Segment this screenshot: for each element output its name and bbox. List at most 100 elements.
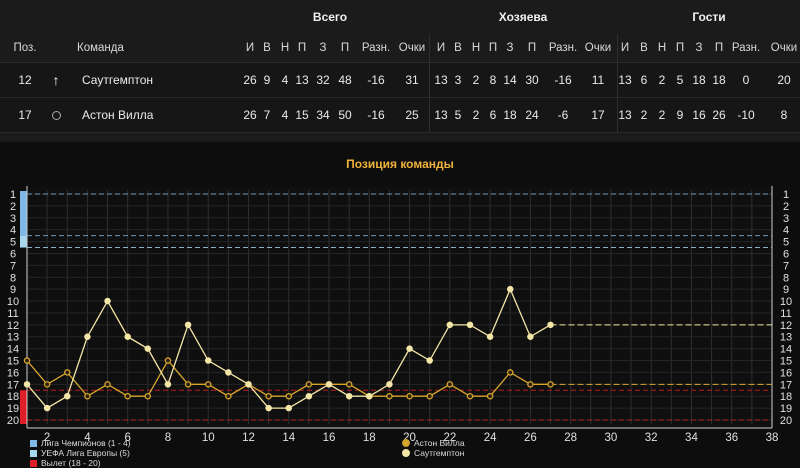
table-header: Поз. Команда И В Н П З П Разн. Очки И В Н П З П Разн. О… bbox=[0, 34, 800, 62]
stat-cell: -6 bbox=[557, 108, 569, 122]
x-tick-label: 6 bbox=[124, 432, 130, 444]
col-away-7[interactable]: Очки bbox=[770, 42, 798, 54]
group-header-home: Хозяева bbox=[498, 10, 548, 24]
data-point bbox=[204, 357, 212, 364]
legend-label: Астон Вилла bbox=[414, 438, 465, 448]
table-row[interactable]: 17 Астон Вилла 26 7 4 15 34 50 -16 25 13 5 2 6 18 24-… bbox=[0, 97, 800, 133]
data-point bbox=[225, 369, 232, 376]
col-home-0[interactable]: И bbox=[436, 42, 446, 54]
legend-marker bbox=[402, 439, 410, 447]
stat-cell: 2 bbox=[472, 108, 480, 122]
stat-cell: 48 bbox=[338, 73, 352, 87]
stat-cell: 34 bbox=[316, 108, 330, 122]
col-away-3[interactable]: П bbox=[675, 42, 685, 54]
x-tick-label: 18 bbox=[363, 432, 376, 444]
stat-cell: 13 bbox=[434, 108, 448, 122]
col-home-6[interactable]: Разн. bbox=[548, 42, 578, 54]
stat-cell: 14 bbox=[503, 73, 517, 87]
stat-cell: -16 bbox=[367, 73, 385, 87]
data-point bbox=[386, 392, 393, 400]
data-point bbox=[426, 357, 433, 364]
data-point bbox=[64, 392, 71, 400]
legend-series-1[interactable]: Астон Вилла bbox=[402, 438, 465, 448]
col-total-6[interactable]: Разн. bbox=[361, 42, 391, 54]
data-point bbox=[124, 333, 131, 340]
y-tick-label: 3 bbox=[783, 213, 789, 225]
x-tick-label: 22 bbox=[443, 432, 456, 444]
col-team[interactable]: Команда bbox=[77, 42, 124, 54]
data-point bbox=[144, 392, 152, 400]
team-name[interactable]: Астон Вилла bbox=[82, 108, 154, 122]
col-home-1[interactable]: В bbox=[454, 42, 462, 54]
col-total-7[interactable]: Очки bbox=[398, 42, 426, 54]
y-tick-label: 18 bbox=[7, 391, 19, 403]
zone-bar-champions-league bbox=[20, 191, 27, 236]
y-tick-label: 2 bbox=[10, 201, 16, 213]
stat-cell: 17 bbox=[591, 108, 605, 122]
circle-icon bbox=[48, 98, 64, 132]
stat-cell: -10 bbox=[737, 108, 755, 122]
col-away-1[interactable]: В bbox=[640, 42, 648, 54]
stat-cell: 13 bbox=[618, 108, 632, 122]
zone-bar-europa-league bbox=[20, 235, 27, 248]
divider bbox=[429, 34, 430, 132]
stat-cell: 15 bbox=[295, 108, 309, 122]
table-row[interactable]: 12 ↑ Саутгемптон 26 9 4 13 32 48 -16 31 13 3 2 8 14 3… bbox=[0, 62, 800, 97]
col-total-5[interactable]: П bbox=[340, 42, 350, 54]
col-total-2[interactable]: Н bbox=[280, 42, 290, 54]
group-header-away: Гости bbox=[692, 10, 726, 24]
col-away-0[interactable]: И bbox=[620, 42, 630, 54]
col-total-0[interactable]: И bbox=[245, 42, 255, 54]
y-tick-label: 17 bbox=[7, 379, 19, 391]
y-tick-label: 3 bbox=[10, 213, 16, 225]
data-point bbox=[285, 404, 293, 412]
stat-cell: 24 bbox=[525, 108, 539, 122]
data-point bbox=[406, 392, 413, 400]
data-point bbox=[305, 392, 313, 400]
data-point bbox=[23, 357, 31, 364]
col-home-5[interactable]: П bbox=[527, 42, 537, 54]
legend-cl: Лига Чемпионов (1 - 4) bbox=[30, 438, 131, 448]
x-tick-label: 12 bbox=[242, 432, 255, 444]
stat-cell: 8 bbox=[489, 73, 497, 87]
y-tick-label: 19 bbox=[780, 403, 792, 415]
col-total-3[interactable]: П bbox=[297, 42, 307, 54]
col-away-6[interactable]: Разн. bbox=[731, 42, 761, 54]
stat-cell: 3 bbox=[454, 73, 462, 87]
stat-cell: 13 bbox=[295, 73, 309, 87]
data-point bbox=[506, 369, 514, 376]
col-home-7[interactable]: Очки bbox=[584, 42, 612, 54]
col-away-2[interactable]: Н bbox=[657, 42, 667, 54]
data-point bbox=[446, 381, 454, 388]
col-pos[interactable]: Поз. bbox=[13, 42, 37, 54]
legend-el: УЕФА Лига Европы (5) bbox=[30, 448, 130, 458]
group-header-total: Всего bbox=[312, 10, 348, 24]
data-point bbox=[547, 381, 554, 388]
data-point bbox=[506, 285, 514, 293]
y-tick-label: 17 bbox=[780, 379, 792, 391]
stat-cell: 50 bbox=[338, 108, 352, 122]
col-away-4[interactable]: З bbox=[695, 42, 703, 54]
divider bbox=[0, 142, 800, 150]
col-total-1[interactable]: В bbox=[263, 42, 271, 54]
col-home-3[interactable]: П bbox=[488, 42, 498, 54]
legend-series-2[interactable]: Саутгемптон bbox=[402, 448, 464, 458]
y-tick-label: 14 bbox=[7, 344, 19, 356]
col-home-2[interactable]: Н bbox=[471, 42, 481, 54]
x-tick-label: 10 bbox=[202, 432, 215, 444]
stat-cell: 6 bbox=[640, 73, 648, 87]
data-point bbox=[345, 392, 353, 400]
y-tick-label: 5 bbox=[783, 237, 789, 249]
stat-cell: 26 bbox=[243, 73, 257, 87]
data-point bbox=[124, 392, 131, 400]
col-home-4[interactable]: З bbox=[506, 42, 514, 54]
stat-cell: 32 bbox=[316, 73, 330, 87]
col-total-4[interactable]: З bbox=[319, 42, 327, 54]
legend-swatch bbox=[30, 440, 37, 447]
x-tick-label: 14 bbox=[282, 432, 295, 444]
col-away-5[interactable]: П bbox=[714, 42, 724, 54]
team-name[interactable]: Саутгемптон bbox=[82, 73, 154, 87]
y-tick-label: 11 bbox=[7, 308, 18, 320]
data-point bbox=[265, 392, 272, 400]
y-tick-label: 20 bbox=[780, 415, 792, 427]
